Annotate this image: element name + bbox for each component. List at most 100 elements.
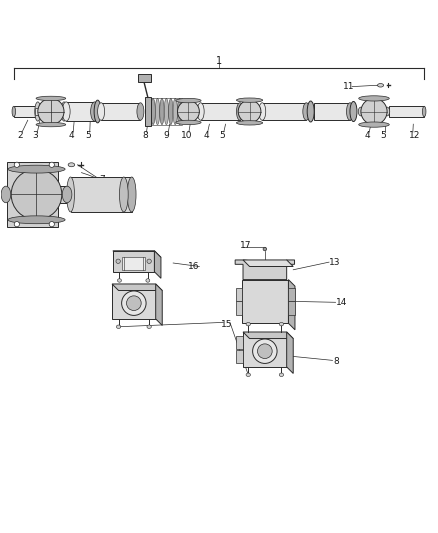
Polygon shape — [155, 284, 162, 326]
Ellipse shape — [359, 122, 389, 127]
Text: 3: 3 — [33, 131, 39, 140]
Ellipse shape — [279, 373, 284, 376]
Ellipse shape — [177, 101, 199, 123]
Ellipse shape — [164, 99, 169, 125]
Ellipse shape — [14, 222, 19, 227]
Ellipse shape — [8, 165, 65, 173]
Bar — [389, 106, 424, 117]
Ellipse shape — [151, 99, 155, 125]
Ellipse shape — [155, 99, 160, 125]
Text: 9: 9 — [164, 131, 170, 140]
Bar — [112, 284, 155, 319]
Ellipse shape — [117, 325, 121, 328]
Ellipse shape — [361, 99, 387, 125]
Ellipse shape — [253, 339, 277, 364]
Ellipse shape — [116, 259, 120, 263]
Bar — [236, 302, 242, 314]
Ellipse shape — [98, 103, 105, 120]
Polygon shape — [154, 251, 161, 278]
Bar — [66, 102, 95, 121]
Text: 5: 5 — [85, 131, 91, 140]
Ellipse shape — [147, 325, 151, 328]
Polygon shape — [288, 280, 295, 330]
Ellipse shape — [258, 344, 272, 359]
Text: 11: 11 — [343, 82, 354, 91]
Ellipse shape — [49, 162, 54, 167]
Ellipse shape — [346, 103, 353, 120]
Polygon shape — [112, 284, 162, 290]
Text: 12: 12 — [409, 131, 420, 140]
Ellipse shape — [177, 99, 182, 125]
Text: 4: 4 — [203, 131, 209, 140]
Ellipse shape — [197, 103, 204, 120]
Ellipse shape — [176, 120, 201, 125]
Ellipse shape — [147, 259, 151, 263]
Text: 10: 10 — [181, 131, 193, 140]
Ellipse shape — [49, 222, 54, 227]
Bar — [35, 108, 38, 115]
Ellipse shape — [237, 98, 263, 102]
Ellipse shape — [378, 84, 384, 87]
Ellipse shape — [279, 322, 284, 326]
Text: 5: 5 — [380, 131, 386, 140]
Polygon shape — [7, 161, 67, 227]
Text: 1: 1 — [216, 56, 222, 66]
Text: 17: 17 — [240, 241, 252, 250]
Text: 14: 14 — [336, 298, 347, 307]
Ellipse shape — [68, 163, 75, 167]
Ellipse shape — [1, 186, 11, 203]
Ellipse shape — [423, 106, 426, 117]
Text: 4: 4 — [69, 131, 74, 140]
Bar — [71, 177, 132, 212]
Ellipse shape — [36, 96, 66, 101]
Ellipse shape — [11, 169, 62, 220]
Bar — [101, 103, 141, 120]
Ellipse shape — [62, 186, 72, 203]
Ellipse shape — [238, 100, 261, 123]
Ellipse shape — [38, 99, 64, 125]
Ellipse shape — [303, 103, 310, 120]
Bar — [314, 103, 350, 120]
Ellipse shape — [137, 103, 144, 120]
Ellipse shape — [35, 102, 41, 121]
Text: 13: 13 — [329, 257, 340, 266]
Bar — [14, 106, 35, 117]
Ellipse shape — [36, 123, 66, 127]
Ellipse shape — [169, 99, 173, 125]
Ellipse shape — [122, 291, 146, 316]
Bar — [237, 350, 243, 362]
Ellipse shape — [385, 107, 390, 116]
Ellipse shape — [127, 177, 136, 212]
Text: 5: 5 — [219, 131, 225, 140]
Bar — [236, 288, 242, 302]
Bar — [237, 336, 243, 349]
Polygon shape — [113, 251, 154, 272]
Text: 7: 7 — [99, 175, 105, 184]
Ellipse shape — [263, 247, 267, 251]
Polygon shape — [235, 260, 294, 280]
Ellipse shape — [14, 162, 19, 167]
Bar — [262, 103, 306, 120]
Ellipse shape — [61, 102, 67, 121]
Ellipse shape — [160, 99, 164, 125]
Ellipse shape — [176, 99, 201, 103]
Ellipse shape — [358, 107, 364, 116]
Ellipse shape — [12, 106, 15, 117]
Text: 2: 2 — [18, 131, 23, 140]
Ellipse shape — [146, 279, 150, 282]
Bar — [122, 257, 145, 270]
Bar — [288, 288, 295, 302]
Text: 8: 8 — [142, 131, 148, 140]
Bar — [243, 332, 287, 367]
Ellipse shape — [127, 296, 141, 311]
Ellipse shape — [237, 120, 263, 125]
Bar — [288, 302, 295, 314]
Polygon shape — [243, 332, 293, 338]
Ellipse shape — [359, 96, 389, 101]
Ellipse shape — [173, 99, 177, 125]
Ellipse shape — [94, 100, 101, 123]
Polygon shape — [242, 280, 288, 323]
Ellipse shape — [307, 101, 314, 122]
Polygon shape — [113, 251, 161, 257]
Ellipse shape — [67, 177, 74, 212]
